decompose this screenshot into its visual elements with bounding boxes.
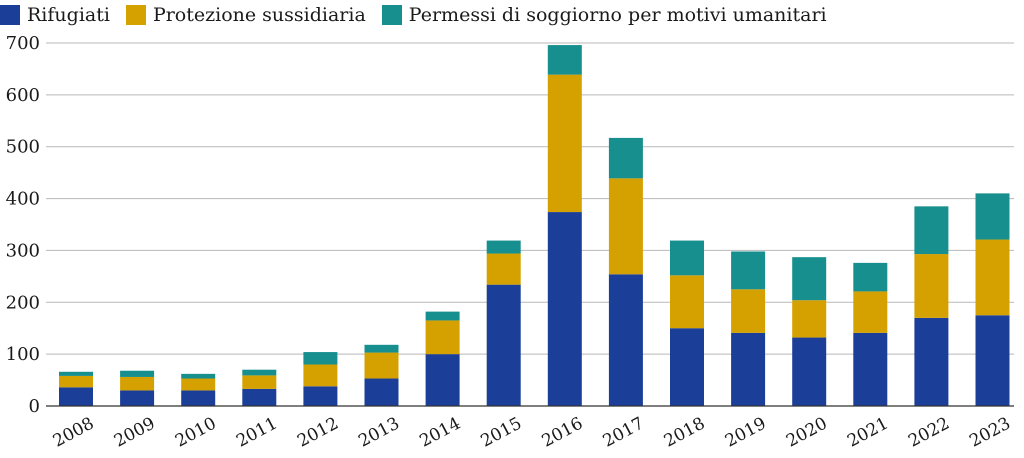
x-tick-label-2022: 2022 <box>905 414 953 452</box>
x-tick-label-2018: 2018 <box>661 414 709 452</box>
bar-2008-series-1 <box>59 375 93 388</box>
bar-2015-series-0 <box>486 284 521 406</box>
legend-label-rifugiati: Rifugiati <box>27 4 110 26</box>
legend: Rifugiati Protezione sussidiaria Permess… <box>0 2 843 28</box>
bar-2018-series-0 <box>670 328 704 406</box>
bar-2018-series-2 <box>670 240 704 276</box>
x-tick-label-2019: 2019 <box>722 414 770 452</box>
bar-2013-series-2 <box>364 344 399 353</box>
bar-2020-series-1 <box>792 300 827 338</box>
x-tick-label-2020: 2020 <box>783 414 831 452</box>
y-tick-label-700: 700 <box>6 33 40 54</box>
bar-2019-series-0 <box>731 332 766 406</box>
y-tick-label-200: 200 <box>6 292 40 313</box>
bar-2014-series-0 <box>425 354 460 406</box>
bar-2017-series-2 <box>608 137 643 179</box>
y-tick-label-400: 400 <box>6 189 40 210</box>
y-tick-label-600: 600 <box>6 85 40 106</box>
x-tick-label-2012: 2012 <box>294 414 342 452</box>
bar-2016-series-2 <box>547 45 582 75</box>
bar-2023-series-2 <box>975 193 1010 240</box>
bar-2020-series-2 <box>792 257 827 301</box>
y-tick-label-100: 100 <box>6 344 40 365</box>
legend-label-permessi: Permessi di soggiorno per motivi umanita… <box>408 4 827 26</box>
legend-label-protezione: Protezione sussidiaria <box>152 4 366 26</box>
bar-2008-series-2 <box>59 371 93 376</box>
bar-2016-series-1 <box>547 74 582 213</box>
bar-2014-series-2 <box>425 311 460 321</box>
bar-2013-series-1 <box>364 352 399 379</box>
x-tick-label-2016: 2016 <box>539 414 587 452</box>
bar-2013-series-0 <box>364 378 399 406</box>
bar-2009-series-2 <box>120 370 155 377</box>
legend-item-protezione: Protezione sussidiaria <box>125 4 366 26</box>
y-tick-label-500: 500 <box>6 137 40 158</box>
bar-2016-series-0 <box>547 212 582 406</box>
bar-2015-series-2 <box>486 240 521 254</box>
legend-item-permessi: Permessi di soggiorno per motivi umanita… <box>381 4 827 26</box>
bar-2009-series-1 <box>120 376 155 391</box>
x-tick-label-2009: 2009 <box>111 414 159 452</box>
x-tick-label-2017: 2017 <box>600 414 648 452</box>
legend-swatch-protezione <box>125 5 146 25</box>
x-tick-label-2010: 2010 <box>172 414 220 452</box>
bar-2022-series-2 <box>914 206 949 255</box>
bar-2021-series-2 <box>853 262 888 292</box>
x-tick-label-2013: 2013 <box>355 414 403 452</box>
bar-2009-series-0 <box>120 390 155 406</box>
x-tick-label-2023: 2023 <box>966 414 1014 452</box>
bar-2020-series-0 <box>792 337 827 406</box>
bar-2022-series-1 <box>914 254 949 318</box>
bar-2010-series-1 <box>181 378 216 391</box>
bar-2018-series-1 <box>670 275 704 329</box>
bar-2021-series-0 <box>853 332 888 406</box>
y-tick-label-300: 300 <box>6 240 40 261</box>
bar-2017-series-0 <box>608 274 643 406</box>
legend-swatch-permessi <box>381 5 402 25</box>
bar-2011-series-1 <box>242 375 277 389</box>
bar-2011-series-2 <box>242 369 277 376</box>
bar-2019-series-1 <box>731 289 766 333</box>
bar-2012-series-1 <box>303 364 338 387</box>
bar-2022-series-0 <box>914 317 949 406</box>
bar-2023-series-1 <box>975 239 1010 316</box>
legend-swatch-rifugiati <box>0 5 20 25</box>
x-tick-label-2008: 2008 <box>50 414 98 452</box>
bar-2014-series-1 <box>425 320 460 355</box>
x-tick-label-2015: 2015 <box>478 414 526 452</box>
bar-2010-series-0 <box>181 390 216 406</box>
y-tick-label-0: 0 <box>29 396 40 417</box>
bar-2011-series-0 <box>242 388 277 406</box>
bar-2010-series-2 <box>181 373 216 379</box>
x-tick-label-2011: 2011 <box>233 414 281 452</box>
bar-2021-series-1 <box>853 291 888 333</box>
bar-2017-series-1 <box>608 178 643 275</box>
bar-2023-series-0 <box>975 315 1010 406</box>
bar-2019-series-2 <box>731 251 766 290</box>
bar-2008-series-0 <box>59 387 93 406</box>
bar-2012-series-0 <box>303 386 338 406</box>
bar-2012-series-2 <box>303 352 338 365</box>
x-tick-label-2021: 2021 <box>844 414 892 452</box>
bar-2015-series-1 <box>486 253 521 285</box>
legend-item-rifugiati: Rifugiati <box>0 4 110 26</box>
x-tick-label-2014: 2014 <box>416 414 464 452</box>
